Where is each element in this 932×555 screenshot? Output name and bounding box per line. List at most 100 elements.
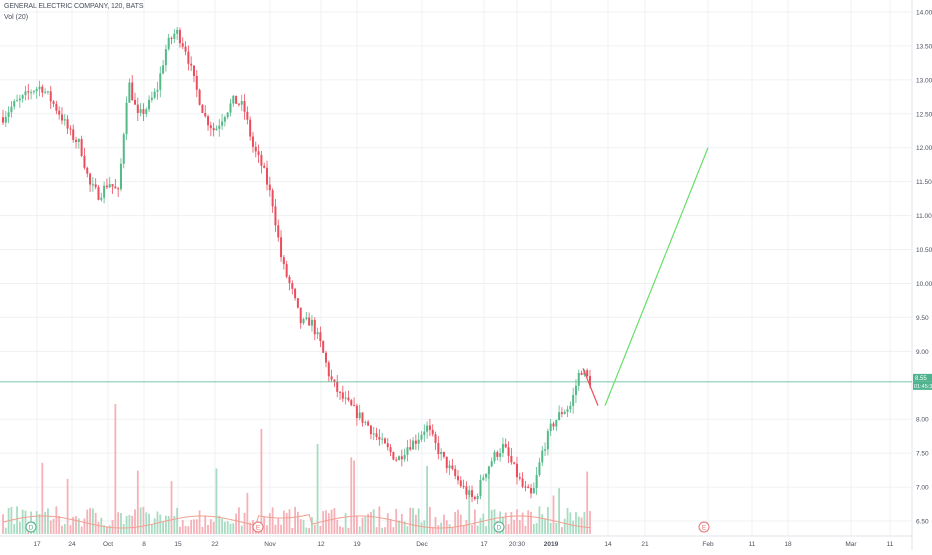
candle-body: [589, 376, 591, 386]
volume-bar: [589, 511, 591, 534]
candle-body: [226, 112, 229, 118]
candle-body: [302, 319, 305, 324]
time-tick-label: Feb: [702, 541, 714, 548]
candle-body: [260, 154, 263, 166]
candle-body: [535, 474, 538, 488]
volume-bar: [347, 527, 350, 534]
candle-body: [192, 65, 195, 76]
volume-bar: [218, 515, 221, 534]
price-tick-label: 9.00: [916, 349, 929, 356]
last-price-badge: [913, 373, 932, 382]
candle-body: [476, 495, 479, 499]
candle-body: [454, 468, 457, 477]
volume-bar: [319, 525, 322, 534]
volume-bar: [148, 513, 150, 534]
volume-bar: [381, 527, 384, 534]
volume-bar: [136, 470, 139, 534]
volume-bar: [268, 513, 271, 534]
time-tick-label: 2019: [544, 541, 559, 548]
volume-bar: [277, 518, 280, 534]
candle-body: [468, 490, 471, 495]
candle-body: [229, 103, 232, 113]
volume-bar: [482, 513, 485, 534]
candle-body: [16, 100, 19, 102]
price-tick-label: 10.50: [916, 247, 932, 254]
volume-bar: [490, 509, 493, 534]
symbol-legend[interactable]: GENERAL ELECTRIC COMPANY, 120, BATS: [4, 3, 144, 10]
volume-bar: [468, 491, 471, 534]
candle-body: [367, 421, 370, 426]
candle-body: [538, 462, 541, 475]
volume-bar: [66, 478, 69, 534]
volume-bar: [291, 527, 294, 534]
candle-body: [240, 101, 243, 105]
candle-body: [409, 447, 412, 450]
candle-body: [434, 434, 437, 443]
volume-bar: [201, 526, 204, 534]
volume-bar: [207, 525, 209, 534]
volume-bar: [521, 512, 524, 534]
volume-bar: [530, 511, 532, 534]
candle-body: [268, 184, 271, 191]
time-tick-label: 11: [749, 541, 756, 548]
volume-bar: [263, 516, 266, 534]
volume-bar: [350, 457, 353, 534]
volume-legend[interactable]: Vol (20): [4, 14, 29, 21]
volume-bar: [58, 515, 61, 534]
candle-body: [221, 121, 224, 126]
candle-body: [566, 409, 569, 412]
volume-bar: [358, 526, 361, 534]
volume-bar: [504, 512, 507, 534]
candle-body: [38, 86, 41, 90]
candle-body: [164, 49, 167, 66]
event-marker-circle: [25, 521, 37, 533]
volume-bar: [538, 506, 541, 534]
volume-bar: [555, 522, 558, 534]
volume-bar: [108, 525, 111, 534]
volume-bar: [221, 518, 223, 534]
volume-bar: [549, 522, 552, 534]
volume-bar: [16, 506, 18, 534]
candle-body: [577, 372, 580, 386]
time-tick-label: 19: [353, 541, 361, 548]
candle-body: [398, 456, 401, 461]
candle-body: [184, 46, 187, 52]
event-marker-circle: [252, 521, 264, 533]
volume-bar: [563, 518, 566, 534]
volume-bar: [409, 507, 412, 534]
price-tick-label: 13.50: [916, 43, 932, 50]
volume-bar: [479, 518, 482, 534]
volume-bar: [246, 492, 249, 534]
candle-body: [383, 438, 386, 444]
volume-bar: [302, 520, 305, 534]
volume-bar: [94, 512, 97, 534]
volume-bar: [297, 511, 299, 534]
candle-body: [327, 362, 330, 377]
candle-body: [49, 91, 52, 102]
candle-body: [403, 454, 406, 460]
candle-body: [257, 151, 260, 155]
candle-body: [280, 237, 283, 258]
volume-bar: [580, 517, 583, 534]
candle-body: [527, 486, 530, 489]
volume-bar: [223, 521, 226, 534]
candle-body: [355, 405, 358, 419]
volume-bar: [386, 513, 389, 534]
volume-bar: [204, 515, 207, 534]
candle-body: [392, 452, 395, 460]
candle-body: [479, 479, 482, 496]
time-tick-label: 12: [317, 541, 325, 548]
volume-bar: [493, 509, 496, 534]
candle-body: [544, 449, 547, 451]
volume-bar: [487, 472, 490, 534]
candle-body: [316, 332, 319, 335]
volume-bar: [546, 506, 549, 534]
volume-bar: [195, 519, 198, 534]
candle-body: [372, 433, 375, 435]
volume-bar: [240, 525, 243, 534]
volume-bar: [445, 520, 448, 534]
volume-bar: [485, 526, 487, 534]
volume-bar: [13, 524, 16, 534]
